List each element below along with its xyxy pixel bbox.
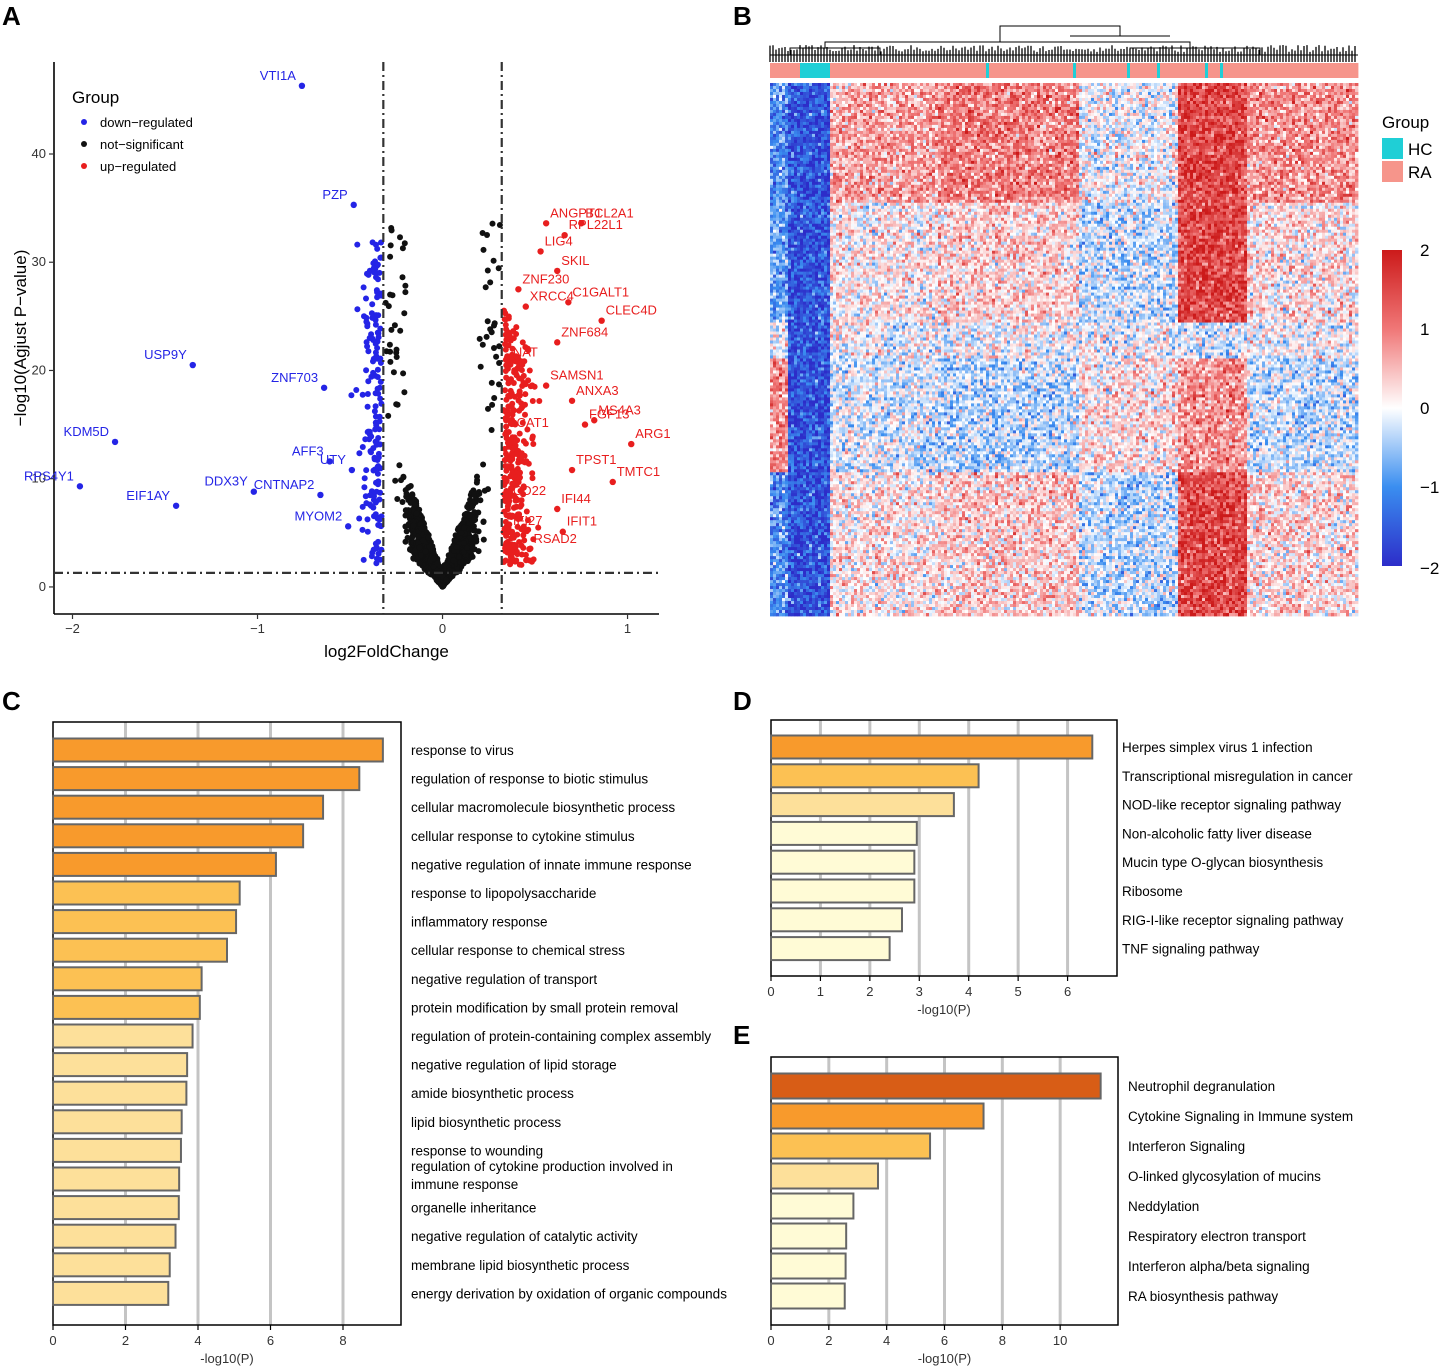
panel-label-b: B	[733, 1, 752, 31]
panel-label-d: D	[733, 686, 752, 716]
x-tick-label: −2	[65, 621, 80, 636]
x-axis-title: log2FoldChange	[324, 642, 449, 661]
data-point	[481, 537, 487, 543]
panel-label-a: A	[2, 1, 21, 31]
data-point	[474, 477, 480, 483]
data-point	[396, 462, 402, 468]
x-tick-label: 1	[624, 621, 631, 636]
panel-label-c: C	[2, 686, 21, 716]
y-tick-label: 20	[32, 362, 46, 377]
y-axis-title: −log10(Agjust P−value)	[11, 250, 30, 427]
x-tick-label: 0	[439, 621, 446, 636]
x-tick-label: −1	[250, 621, 265, 636]
data-point	[392, 478, 398, 484]
point-cloud	[348, 221, 542, 590]
y-tick-label: 30	[32, 254, 46, 269]
figure-canvas: A B C D E −2 −1 0 1010203040log2FoldChange−…	[0, 0, 1439, 1372]
data-point	[480, 462, 486, 468]
panel-label-e: E	[733, 1020, 750, 1050]
y-tick-label: 0	[39, 579, 46, 594]
y-tick-label: 40	[32, 146, 46, 161]
volcano-plot: −2 −1 0 1010203040log2FoldChange−log10(Agju…	[11, 62, 671, 661]
